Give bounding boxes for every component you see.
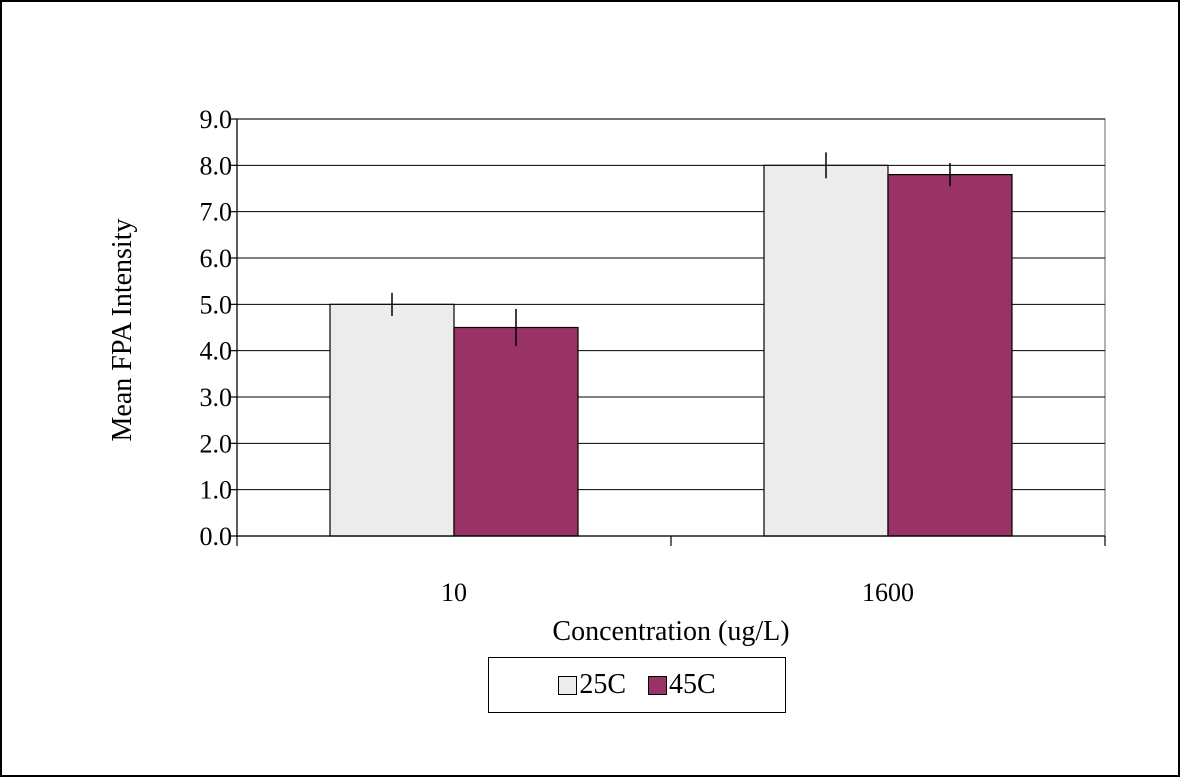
legend-swatch-45c <box>648 675 667 695</box>
legend: 25C 45C <box>488 657 786 713</box>
y-tick-label: 5.0 <box>200 290 233 319</box>
y-tick-label: 7.0 <box>200 198 233 227</box>
bar-25c-1600 <box>763 164 889 537</box>
legend-label-25c: 25C <box>579 669 626 700</box>
bar-45c-10 <box>453 326 579 537</box>
x-tick-label-1600: 1600 <box>862 578 914 607</box>
y-tick-label: 6.0 <box>200 244 233 273</box>
legend-entry-25c: 25C <box>558 669 626 701</box>
tick-labels: 0.0 1.0 2.0 3.0 4.0 5.0 6.0 7.0 8.0 9.0 10 1600 <box>200 105 915 607</box>
x-axis-title: Concentration (ug/L) <box>552 616 789 647</box>
legend-label-45c: 45C <box>669 669 716 700</box>
y-tick-label: 9.0 <box>200 105 233 134</box>
y-tick-label: 8.0 <box>200 151 233 180</box>
y-axis-title: Mean FPA Intensity <box>107 219 138 442</box>
x-tick-label-10: 10 <box>441 578 467 607</box>
legend-swatch-25c <box>558 675 578 695</box>
y-tick-label: 1.0 <box>200 476 233 505</box>
y-tick-label: 3.0 <box>200 383 233 412</box>
axes <box>230 118 1106 546</box>
y-tick-label: 4.0 <box>200 337 233 366</box>
bars <box>329 152 1013 537</box>
bar-45c-1600 <box>887 174 1013 537</box>
bar-25c-10 <box>329 303 455 537</box>
y-tick-label: 0.0 <box>200 522 233 551</box>
legend-entry-45c: 45C <box>648 669 716 701</box>
y-tick-label: 2.0 <box>200 429 233 458</box>
